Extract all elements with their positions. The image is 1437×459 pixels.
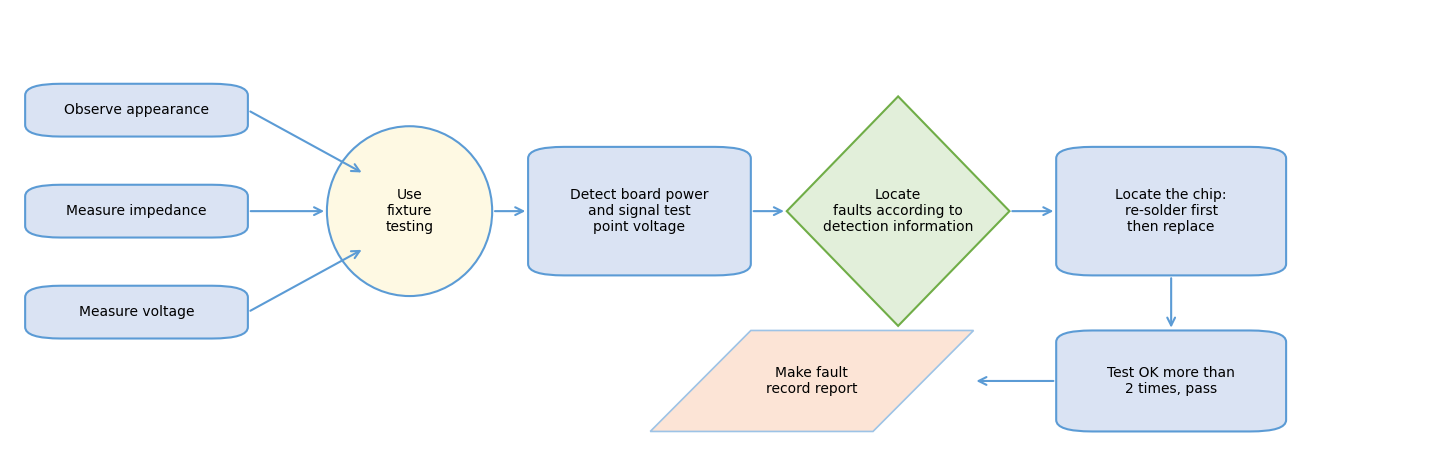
FancyBboxPatch shape: [26, 185, 249, 237]
Text: Detect board power
and signal test
point voltage: Detect board power and signal test point…: [570, 188, 708, 235]
Text: Measure voltage: Measure voltage: [79, 305, 194, 319]
Polygon shape: [650, 330, 974, 431]
Text: Make fault
record report: Make fault record report: [766, 366, 858, 396]
Polygon shape: [787, 96, 1010, 326]
Text: Observe appearance: Observe appearance: [65, 103, 208, 117]
Text: Use
fixture
testing: Use fixture testing: [385, 188, 434, 235]
Text: Measure impedance: Measure impedance: [66, 204, 207, 218]
Text: Test OK more than
2 times, pass: Test OK more than 2 times, pass: [1108, 366, 1234, 396]
Ellipse shape: [326, 126, 491, 296]
FancyBboxPatch shape: [529, 147, 750, 275]
Text: Locate
faults according to
detection information: Locate faults according to detection inf…: [823, 188, 973, 235]
FancyBboxPatch shape: [1056, 330, 1286, 431]
FancyBboxPatch shape: [26, 84, 249, 137]
FancyBboxPatch shape: [26, 285, 249, 338]
Text: Locate the chip:
re-solder first
then replace: Locate the chip: re-solder first then re…: [1115, 188, 1227, 235]
FancyBboxPatch shape: [1056, 147, 1286, 275]
